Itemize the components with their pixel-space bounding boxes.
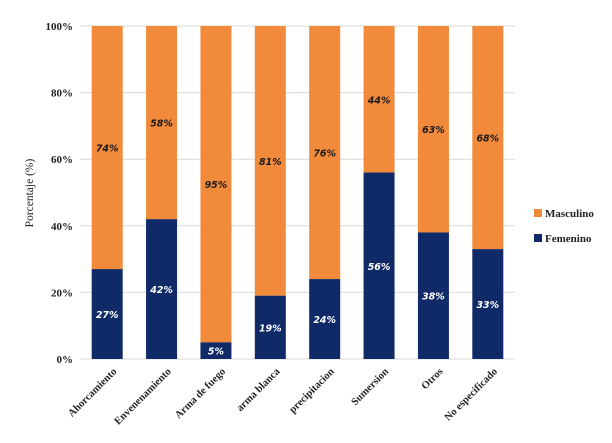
bars xyxy=(91,26,504,359)
data-label-femenino-no-especificado: 33% xyxy=(476,300,499,311)
x-tick-label-envenenamiento: Envenenamiento xyxy=(113,366,174,427)
bar-masculino-no-especificado xyxy=(472,26,504,250)
y-tick-label: 100% xyxy=(46,21,74,33)
bar-femenino-arma-blanca xyxy=(254,295,286,359)
x-tick-label-otros: Otros xyxy=(420,366,446,392)
data-label-femenino-otros: 38% xyxy=(422,292,445,303)
legend-label-femenino: Femenino xyxy=(545,233,592,245)
data-label-masculino-arma-blanca: 81% xyxy=(259,157,282,168)
x-tick-label-arma-de-fuego: Arma de fuego xyxy=(173,366,228,421)
data-label-masculino-envenenamiento: 58% xyxy=(150,119,173,130)
y-tick-label: 0% xyxy=(57,354,74,366)
data-label-femenino-envenenamiento: 42% xyxy=(149,285,173,296)
bar-masculino-precipitacion xyxy=(309,26,341,280)
y-axis-label: Porcentaje (%) xyxy=(24,159,36,228)
bar-femenino-precipitacion xyxy=(309,279,341,359)
y-axis-ticks: 0% 20% 40% 60% 80% 100% xyxy=(46,21,74,366)
x-tick-label-no-especificado: No especificado xyxy=(443,366,500,423)
y-tick-label: 60% xyxy=(51,154,73,166)
bar-masculino-envenenamiento xyxy=(146,26,178,220)
data-label-femenino-arma-blanca: 19% xyxy=(259,323,282,334)
x-tick-label-arma-blanca: arma blanca xyxy=(235,366,283,414)
bar-femenino-ahorcamiento xyxy=(91,269,123,359)
data-label-femenino-sumersion: 56% xyxy=(368,262,391,273)
y-tick-label: 40% xyxy=(51,221,73,233)
data-label-masculino-precipitacion: 76% xyxy=(313,149,336,160)
data-labels: 27% 74% 42% 58% 5% 95% 19% 81% 24% 76% 56% 44% 38% 63… xyxy=(96,95,499,357)
x-tick-label-precipitacion: precipitacion xyxy=(287,366,336,415)
legend-label-masculino: Masculino xyxy=(545,208,594,220)
data-label-masculino-arma-de-fuego: 95% xyxy=(205,180,228,191)
data-label-femenino-ahorcamiento: 27% xyxy=(96,310,119,321)
bar-masculino-otros xyxy=(417,26,449,233)
data-label-masculino-sumersion: 44% xyxy=(367,95,391,106)
data-label-femenino-arma-de-fuego: 5% xyxy=(208,347,224,358)
data-label-masculino-ahorcamiento: 74% xyxy=(96,144,119,155)
data-label-masculino-no-especificado: 68% xyxy=(476,134,499,145)
bar-femenino-arma-de-fuego xyxy=(200,342,232,359)
legend: Masculino Femenino xyxy=(534,208,594,245)
y-tick-label: 20% xyxy=(51,287,73,299)
y-tick-label: 80% xyxy=(51,88,73,100)
legend-swatch-femenino xyxy=(534,234,542,242)
legend-swatch-masculino xyxy=(534,209,542,217)
data-label-femenino-precipitacion: 24% xyxy=(313,315,336,326)
bar-masculino-arma-de-fuego xyxy=(200,26,232,343)
bar-femenino-envenenamiento xyxy=(146,219,178,359)
x-tick-label-sumersion: Sumersion xyxy=(350,366,392,408)
bar-femenino-no-especificado xyxy=(472,249,504,359)
x-tick-label-ahorcamiento: Ahorcamiento xyxy=(66,366,119,419)
gridlines xyxy=(80,25,515,360)
bar-femenino-sumersion xyxy=(363,172,395,359)
bar-masculino-ahorcamiento xyxy=(91,26,123,270)
data-label-masculino-otros: 63% xyxy=(422,125,445,136)
bar-femenino-otros xyxy=(417,232,449,359)
bar-masculino-sumersion xyxy=(363,26,395,173)
bar-masculino-arma-blanca xyxy=(254,26,286,296)
